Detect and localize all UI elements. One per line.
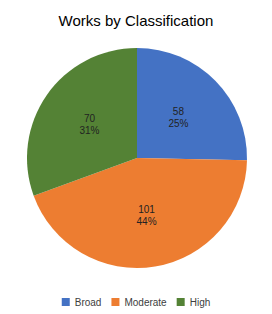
svg-text:Moderate: Moderate: [124, 297, 167, 308]
svg-text:25%: 25%: [168, 118, 188, 129]
svg-text:31%: 31%: [79, 125, 99, 136]
svg-text:44%: 44%: [136, 216, 156, 227]
svg-text:High: High: [190, 297, 211, 308]
svg-text:Broad: Broad: [75, 297, 102, 308]
svg-text:101: 101: [138, 204, 155, 215]
svg-text:70: 70: [84, 113, 96, 124]
svg-text:Works by Classification: Works by Classification: [59, 12, 214, 29]
svg-text:58: 58: [173, 106, 185, 117]
